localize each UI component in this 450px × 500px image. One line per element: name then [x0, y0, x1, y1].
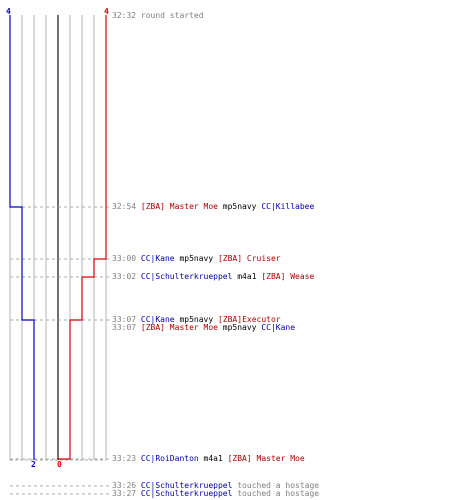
red-end-score: 0 — [57, 460, 62, 469]
player-name: [ZBA]Executor — [217, 315, 281, 324]
weapon-name: m4a1 — [198, 454, 228, 463]
weapon-name: mp5navy — [217, 323, 262, 332]
blue-start-score: 4 — [6, 7, 11, 16]
player-name: CC|RoiDanton — [140, 454, 199, 463]
event-time: 33:00 — [112, 254, 141, 263]
blue-end-score: 2 — [31, 460, 36, 469]
event-time: 33:23 — [112, 454, 141, 463]
player-name: CC|Schulterkrueppel — [140, 481, 233, 490]
event-time: 32:54 — [112, 202, 141, 211]
event-row: 33:02 CC|Schulterkrueppel m4a1 [ZBA] Wea… — [112, 272, 314, 281]
player-name: CC|Kane — [261, 323, 296, 332]
player-name: CC|Kane — [140, 315, 175, 324]
event-row: 32:54 [ZBA] Master Moe mp5navy CC|Killab… — [112, 202, 314, 211]
event-time: 33:07 — [112, 323, 141, 332]
weapon-name: mp5navy — [217, 202, 262, 211]
blue-team-line — [9, 15, 35, 460]
player-name: [ZBA] Master Moe — [140, 323, 218, 332]
event-row: 33:26 CC|Schulterkrueppel touched a host… — [112, 481, 319, 490]
event-row: 32:32 round started — [112, 11, 204, 20]
player-name: CC|Killabee — [261, 202, 315, 211]
red-start-score: 4 — [104, 7, 109, 16]
player-name: CC|Kane — [140, 254, 175, 263]
event-time: 33:26 — [112, 481, 141, 490]
event-time: 33:02 — [112, 272, 141, 281]
player-name: CC|Schulterkrueppel — [140, 489, 233, 498]
event-row: 33:00 CC|Kane mp5navy [ZBA] Cruiser — [112, 254, 281, 263]
event-text: round started — [140, 11, 204, 20]
weapon-name: mp5navy — [174, 254, 218, 263]
event-time: 32:32 — [112, 11, 141, 20]
event-row: 33:07 CC|Kane mp5navy [ZBA]Executor — [112, 315, 281, 324]
player-name: [ZBA] Wease — [261, 272, 315, 281]
player-name: [ZBA] Master Moe — [140, 202, 218, 211]
player-name: [ZBA] Cruiser — [217, 254, 281, 263]
player-name: CC|Schulterkrueppel — [140, 272, 233, 281]
event-time: 33:27 — [112, 489, 141, 498]
weapon-name: m4a1 — [232, 272, 262, 281]
event-text: touched a hostage — [232, 489, 320, 498]
weapon-name: mp5navy — [174, 315, 218, 324]
event-row: 33:23 CC|RoiDanton m4a1 [ZBA] Master Moe — [112, 454, 305, 463]
player-name: [ZBA] Master Moe — [227, 454, 305, 463]
event-row: 33:27 CC|Schulterkrueppel touched a host… — [112, 489, 319, 498]
event-text: touched a hostage — [232, 481, 320, 490]
red-team-line — [57, 15, 107, 460]
event-time: 33:07 — [112, 315, 141, 324]
event-row: 33:07 [ZBA] Master Moe mp5navy CC|Kane — [112, 323, 295, 332]
